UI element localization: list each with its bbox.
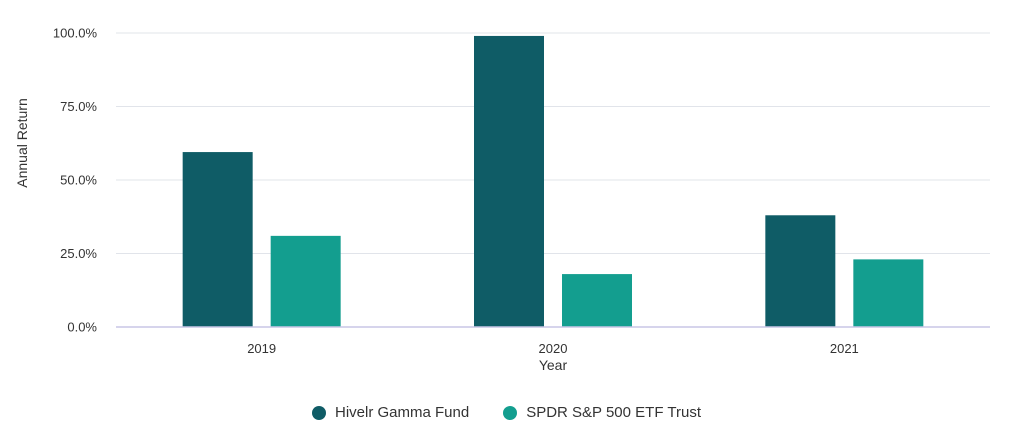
legend-swatch bbox=[312, 405, 326, 420]
y-tick-label: 50.0% bbox=[60, 173, 97, 188]
legend: Hivelr Gamma Fund SPDR S&P 500 ETF Trust bbox=[0, 404, 1013, 421]
bars bbox=[182, 35, 924, 327]
bar-2021-series-1 bbox=[765, 215, 836, 327]
x-tick-label: 2021 bbox=[830, 341, 859, 356]
y-axis-title: Annual Return bbox=[14, 98, 30, 188]
x-tick-labels: 2019 2020 2021 bbox=[247, 341, 859, 356]
y-gridlines bbox=[116, 32, 990, 254]
x-tick-label: 2019 bbox=[247, 341, 276, 356]
bar-2020-series-1 bbox=[474, 35, 544, 327]
legend-item: SPDR S&P 500 ETF Trust bbox=[503, 404, 701, 421]
y-tick-label: 25.0% bbox=[60, 246, 97, 261]
legend-swatch bbox=[503, 405, 518, 420]
x-tick-label: 2020 bbox=[539, 341, 568, 356]
legend-item: Hivelr Gamma Fund bbox=[312, 404, 469, 421]
legend-label: SPDR S&P 500 ETF Trust bbox=[526, 404, 701, 421]
bar-2020-series-2 bbox=[562, 274, 632, 327]
bar-2021-series-2 bbox=[853, 259, 924, 327]
x-axis-title: Year bbox=[539, 357, 568, 373]
bar-chart: 0.0% 25.0% 50.0% 75.0% 100.0% 2019 2020 2021 A… bbox=[14, 26, 990, 373]
y-tick-labels: 0.0% 25.0% 50.0% 75.0% 100.0% bbox=[53, 26, 98, 335]
bar-2019-series-1 bbox=[182, 152, 253, 327]
y-tick-label: 100.0% bbox=[53, 26, 98, 41]
y-tick-label: 75.0% bbox=[60, 99, 97, 114]
bar-2019-series-2 bbox=[270, 235, 341, 327]
legend-label: Hivelr Gamma Fund bbox=[335, 404, 470, 421]
y-tick-label: 0.0% bbox=[67, 320, 97, 335]
